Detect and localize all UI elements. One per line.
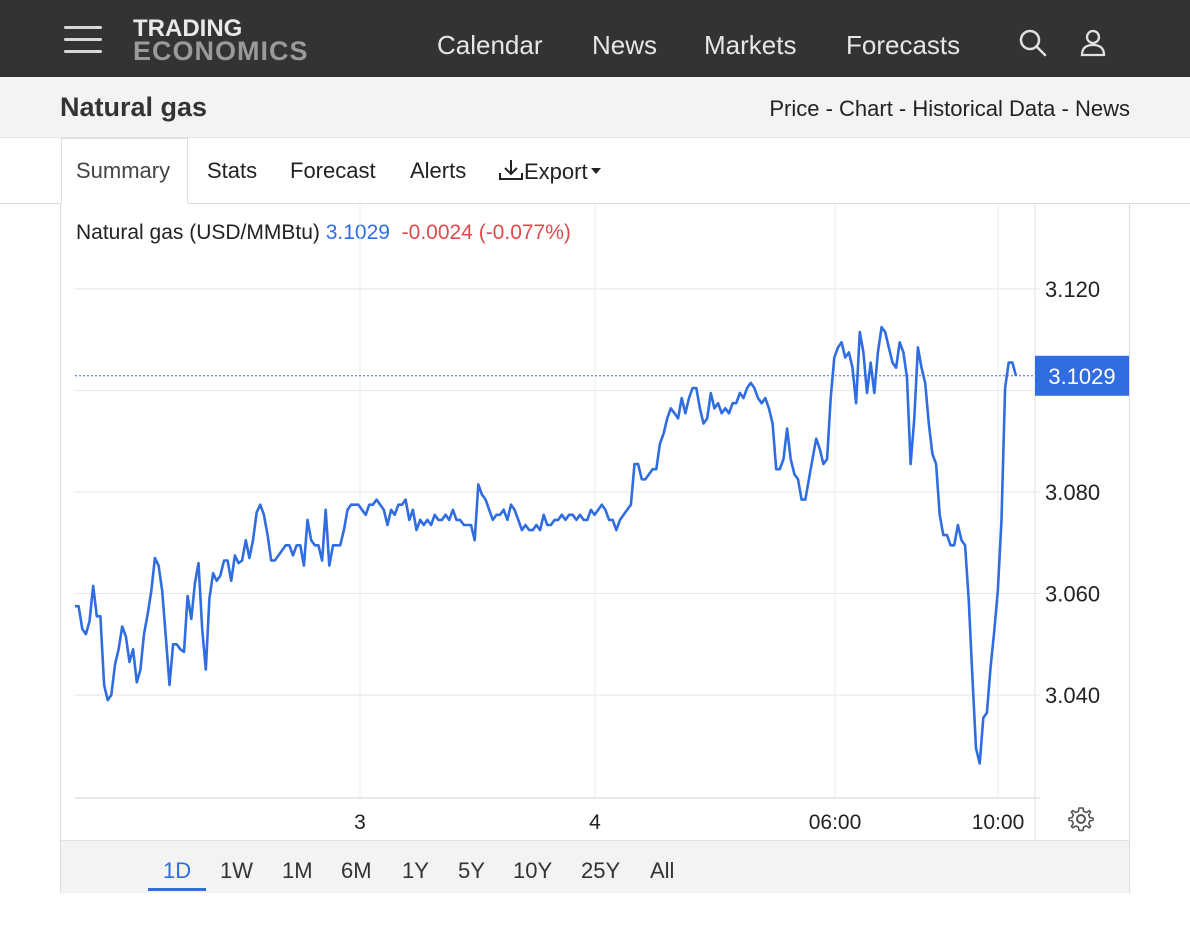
tab-stats[interactable]: Stats: [207, 158, 258, 183]
range-selector: [61, 840, 1129, 893]
breadcrumb-separator: -: [819, 96, 840, 121]
range-25y[interactable]: 25Y: [581, 858, 621, 883]
range-1w[interactable]: 1W: [220, 858, 253, 883]
export-label: Export: [524, 159, 588, 184]
page-header: [0, 77, 1190, 138]
page-title: Natural gas: [60, 92, 208, 122]
nav-markets[interactable]: Markets: [704, 30, 797, 60]
caret-down-icon: [590, 168, 601, 174]
range-5y[interactable]: 5Y: [458, 858, 485, 883]
menu-icon[interactable]: [64, 26, 102, 54]
breadcrumb-separator: -: [892, 96, 913, 121]
breadcrumb-price[interactable]: Price: [769, 96, 820, 121]
instrument-name: Natural gas (USD/MMBtu): [76, 221, 320, 244]
nav-forecasts[interactable]: Forecasts: [846, 30, 961, 60]
nav-calendar[interactable]: Calendar: [437, 30, 543, 60]
user-icon[interactable]: [1078, 28, 1108, 58]
logo[interactable]: TRADING ECONOMICS: [133, 15, 309, 66]
tab-forecast[interactable]: Forecast: [290, 158, 376, 183]
range-1m[interactable]: 1M: [282, 858, 313, 883]
range-active-indicator: [148, 888, 206, 891]
logo-line2: ECONOMICS: [133, 36, 309, 66]
tabs-divider: [0, 203, 1190, 204]
tab-alerts[interactable]: Alerts: [410, 158, 467, 183]
range-10y[interactable]: 10Y: [513, 858, 553, 883]
range-all[interactable]: All: [650, 858, 675, 883]
breadcrumb-chart[interactable]: Chart: [839, 96, 893, 121]
chart-panel: [60, 203, 1130, 893]
last-price: 3.1029: [325, 221, 390, 244]
range-1y[interactable]: 1Y: [402, 858, 429, 883]
download-icon: [499, 160, 523, 180]
logo-line1: TRADING: [133, 15, 243, 42]
price-change: -0.0024 (-0.077%): [401, 221, 571, 244]
range-6m[interactable]: 6M: [341, 858, 372, 883]
breadcrumb-separator: -: [1055, 96, 1075, 121]
range-1d[interactable]: 1D: [163, 858, 192, 883]
tab-summary[interactable]: Summary: [76, 158, 171, 183]
chart-quote: Natural gas (USD/MMBtu) 3.1029 -0.0024 (…: [76, 221, 571, 245]
breadcrumb-news[interactable]: News: [1074, 96, 1130, 121]
settings-gear-icon[interactable]: [1066, 804, 1096, 834]
export-button[interactable]: Export: [498, 158, 604, 185]
search-icon[interactable]: [1018, 28, 1048, 58]
breadcrumb: Price - Chart - Historical Data - News: [769, 96, 1130, 122]
nav-news[interactable]: News: [592, 30, 658, 60]
tab-active-frame: [61, 138, 188, 204]
top-navbar: [0, 0, 1190, 77]
breadcrumb-historical-data[interactable]: Historical Data: [912, 96, 1056, 121]
